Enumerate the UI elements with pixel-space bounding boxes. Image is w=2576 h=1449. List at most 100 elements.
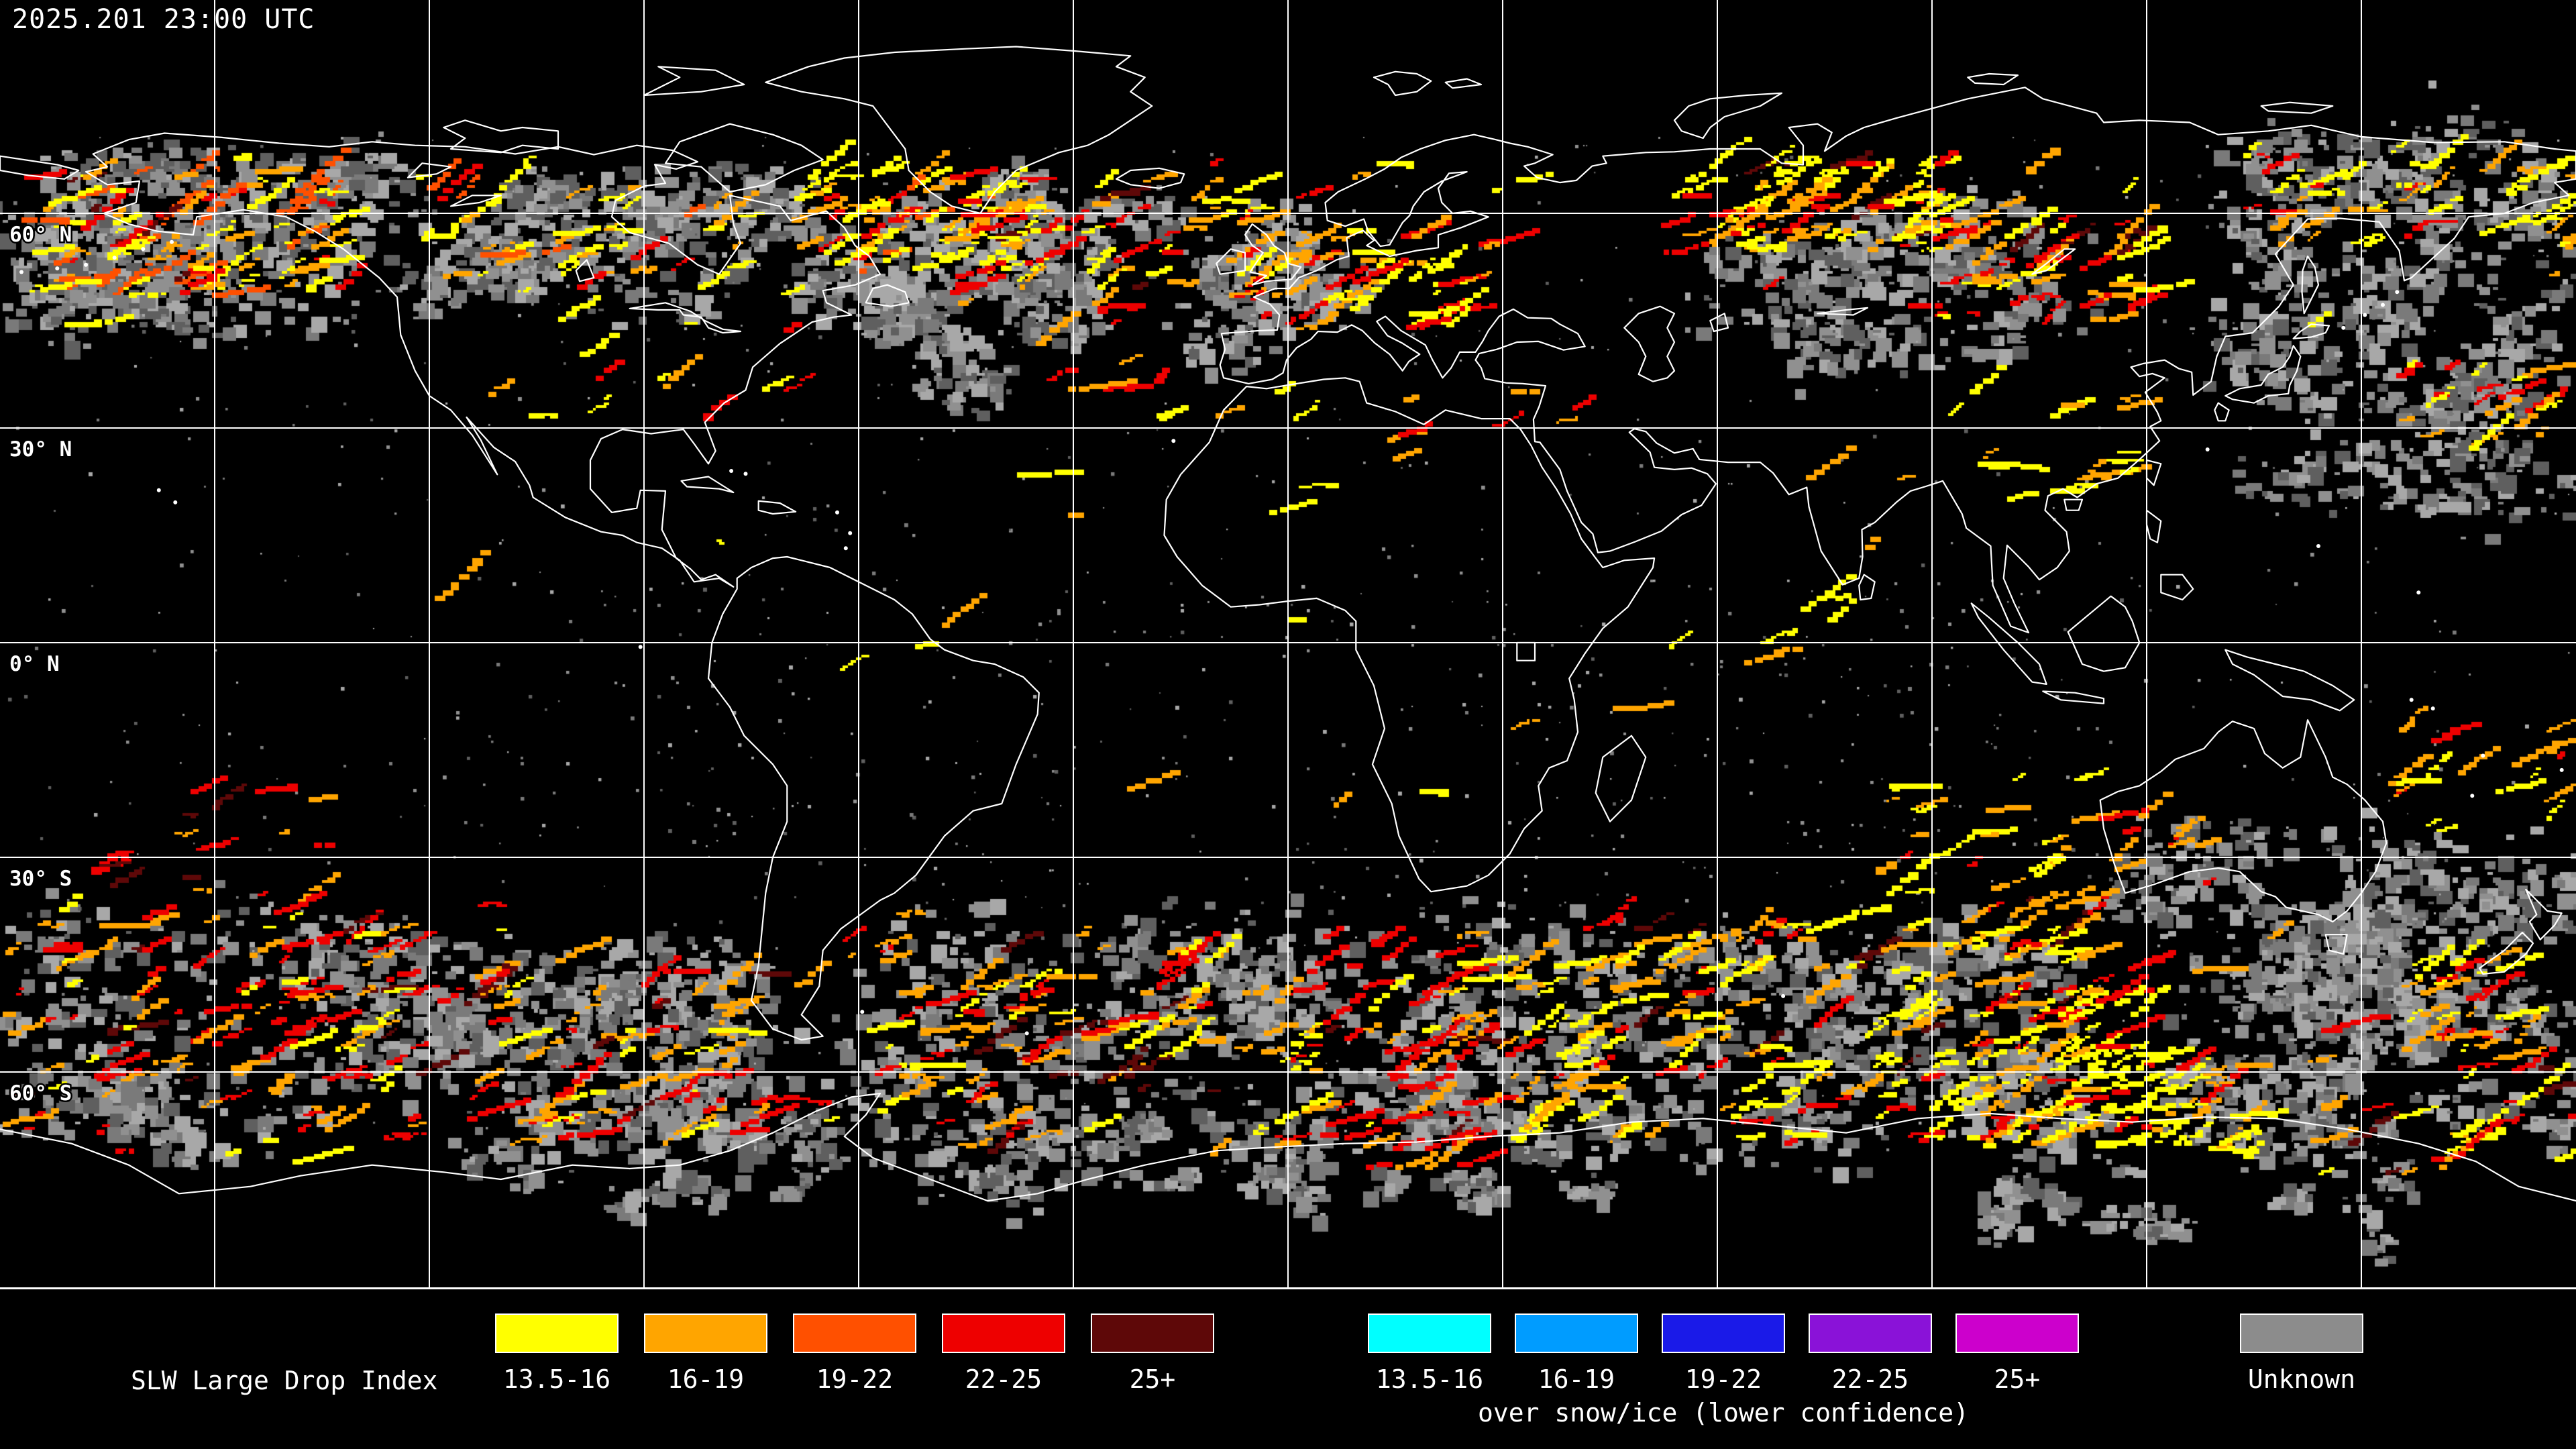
islet: [2381, 303, 2385, 307]
coast-great-lakes: [629, 302, 742, 334]
islet: [860, 1010, 865, 1014]
coast-aral-sea: [1709, 313, 1729, 333]
islet: [2341, 325, 2346, 330]
legend-label-slw-index-22-25: 22-25: [965, 1364, 1042, 1394]
islet: [2409, 698, 2414, 702]
coast-mindanao: [2160, 574, 2194, 601]
coast-great-bear-lake: [407, 162, 452, 178]
coast-lake-baikal: [2031, 248, 2076, 275]
coast-britain: [1244, 223, 1302, 286]
coast-newfoundland: [865, 284, 910, 307]
islet: [2559, 767, 2564, 772]
coast-cuba: [680, 476, 735, 494]
coast-new-siberian-is: [2260, 101, 2334, 114]
coast-kyushu: [2214, 402, 2230, 422]
islet: [55, 266, 60, 271]
coast-iceland: [1115, 167, 1185, 189]
coast-taiwan: [2145, 459, 2162, 486]
legend-label-slw-index-16-19: 16-19: [667, 1364, 745, 1394]
coast-hokkaido: [2292, 323, 2330, 339]
map-bottom-border: [0, 1287, 2576, 1289]
coast-lake-victoria: [1516, 641, 1536, 661]
coast-svalbard-ne: [1444, 78, 1483, 89]
coast-north-america: [85, 132, 881, 588]
islet: [843, 546, 848, 551]
coast-borneo: [2067, 595, 2141, 672]
islet: [2481, 753, 2485, 758]
coast-caspian-sea: [1623, 305, 1676, 382]
islet: [2430, 706, 2435, 711]
legend-label-unknown-unknown: Unknown: [2247, 1364, 2356, 1394]
islet: [2395, 290, 2400, 294]
coast-ireland: [1216, 248, 1246, 275]
islet: [743, 472, 748, 476]
coast-lake-balkhash: [1817, 307, 1869, 316]
coast-luzon: [2145, 509, 2162, 543]
islet: [1171, 439, 1176, 443]
timestamp: 2025.201 23:00 UTC: [12, 4, 315, 35]
islet: [2205, 447, 2210, 451]
legend-swatch-snow-ice-13.5-16: [1368, 1313, 1491, 1353]
coast-greenland: [765, 46, 1153, 215]
coast-svalbard: [1373, 70, 1432, 97]
legend-swatch-slw-index-22-25: [942, 1313, 1065, 1353]
islet: [19, 270, 23, 274]
islet: [1781, 994, 1786, 998]
islet: [2316, 544, 2320, 548]
coast-south-america: [707, 555, 1040, 1041]
legend-label-slw-index-19-22: 19-22: [816, 1364, 894, 1394]
coast-great-slave-lake: [449, 195, 502, 207]
coast-lake-winnipeg: [575, 259, 595, 282]
lat-label-60n: 60° N: [9, 223, 72, 247]
legend-label-snow-ice-16-19: 16-19: [1538, 1364, 1615, 1394]
coast-ellesmere-island: [643, 66, 745, 97]
islet: [156, 488, 161, 492]
coast-sakhalin: [2301, 255, 2320, 315]
coastlines: [0, 46, 2576, 1202]
legend-swatch-snow-ice-19-22: [1662, 1313, 1785, 1353]
lat-label-30s: 30° S: [9, 867, 72, 891]
coast-antarctica: [0, 1092, 2576, 1202]
coast-baffin-island: [664, 123, 824, 193]
coast-novaya-zemlya: [1673, 92, 1783, 140]
legend-label-slw-index-25+: 25+: [1129, 1364, 1176, 1394]
legend: SLW Large Drop Index 13.5-16 16-19 19-22 22…: [0, 1291, 2576, 1449]
coast-sri-lanka: [1858, 574, 1876, 601]
legend-label-slw-index-13.5-16: 13.5-16: [502, 1364, 611, 1394]
legend-label-snow-ice-22-25: 22-25: [1831, 1364, 1909, 1394]
coast-honshu: [2224, 345, 2302, 404]
legend-swatch-snow-ice-16-19: [1515, 1313, 1638, 1353]
legend-swatch-snow-ice-25+: [1955, 1313, 2079, 1353]
coast-madagascar: [1595, 735, 1647, 822]
graticule: [0, 0, 2576, 1289]
islet: [729, 469, 734, 473]
coast-victoria-island: [443, 119, 559, 154]
coast-new-guinea: [2224, 649, 2355, 712]
lat-label-30n: 30° N: [9, 437, 72, 462]
islet: [638, 645, 643, 649]
legend-swatch-unknown-unknown: [2240, 1313, 2363, 1353]
legend-label-snow-ice-25+: 25+: [1994, 1364, 2041, 1394]
legend-swatch-slw-index-25+: [1091, 1313, 1214, 1353]
lat-label-60s: 60° S: [9, 1081, 72, 1106]
coast-nz-north: [2525, 888, 2563, 941]
legend-swatch-snow-ice-22-25: [1809, 1313, 1932, 1353]
legend-swatch-slw-index-19-22: [793, 1313, 916, 1353]
islet: [2470, 794, 2475, 798]
map-overlay: 60° N 30° N 0° N 30° S 60° S: [0, 0, 2576, 1289]
legend-swatch-slw-index-13.5-16: [495, 1313, 619, 1353]
legend-swatch-slw-index-16-19: [644, 1313, 767, 1353]
islet: [170, 239, 174, 244]
lat-label-0n: 0° N: [9, 652, 60, 676]
islet: [173, 500, 178, 504]
coast-australia: [2099, 719, 2387, 923]
islet: [2416, 590, 2421, 595]
islet: [2363, 313, 2367, 317]
islet: [835, 510, 839, 515]
islet: [848, 531, 853, 535]
coast-java: [2042, 690, 2105, 704]
legend-note-snow-ice: over snow/ice (lower confidence): [1477, 1398, 1970, 1428]
islet: [84, 262, 88, 267]
islet: [112, 256, 117, 260]
